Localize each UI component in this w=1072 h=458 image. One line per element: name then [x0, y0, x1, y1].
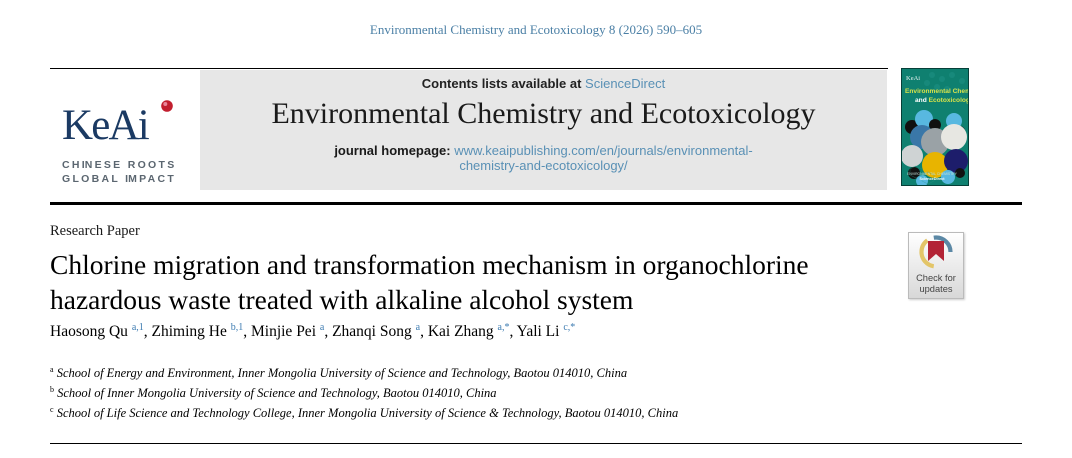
svg-text:KeAi: KeAi	[62, 102, 150, 149]
svg-text:ENVIRONMENTAL CHEMISTRY: ENVIRONMENTAL CHEMISTRY	[907, 172, 957, 176]
svg-text:and Ecotoxicology: and Ecotoxicology	[915, 97, 968, 104]
svg-text:Environmental Chemistry: Environmental Chemistry	[905, 88, 968, 95]
svg-text:ScienceDirect: ScienceDirect	[919, 177, 945, 181]
svg-text:KeAi: KeAi	[906, 75, 920, 82]
